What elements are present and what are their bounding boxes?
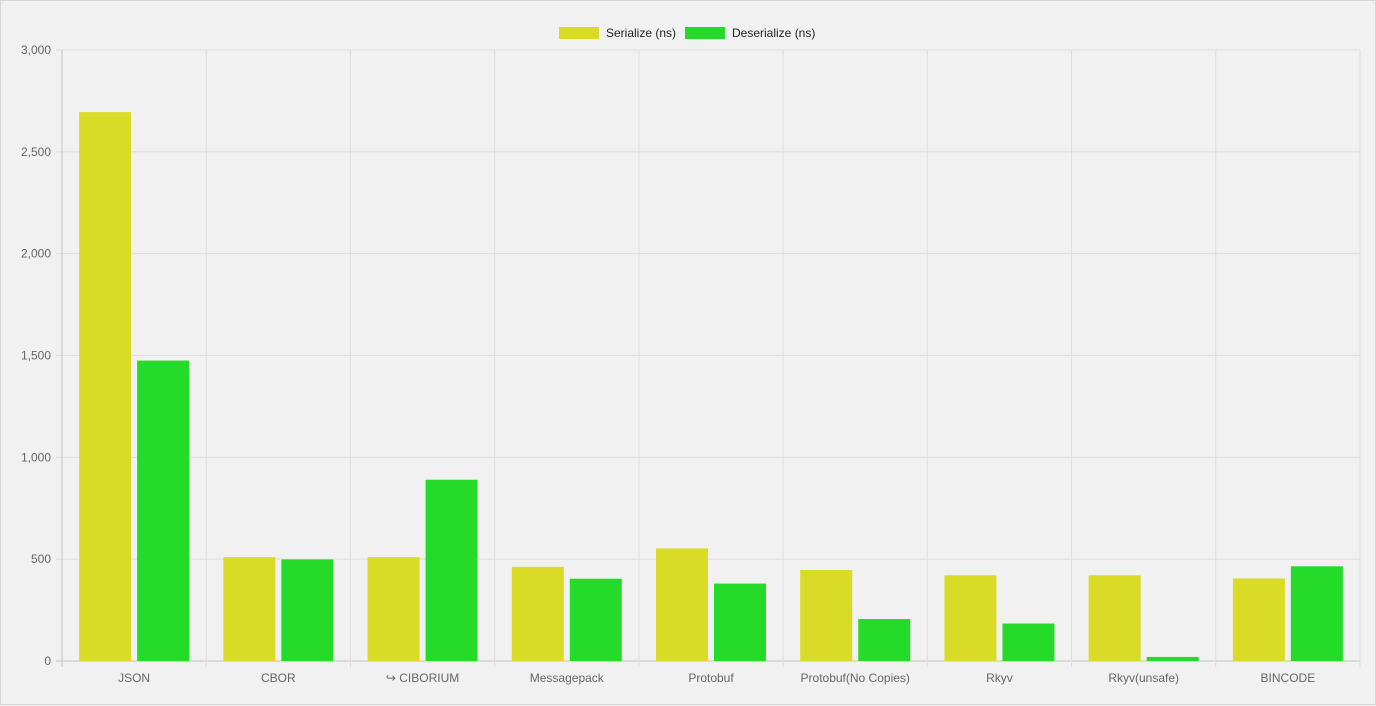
- x-tick-label: Messagepack: [530, 671, 605, 685]
- x-tick-label: CBOR: [261, 671, 296, 685]
- bar-serialize[interactable]: [367, 557, 420, 661]
- grid-lines: [56, 49, 1361, 667]
- legend-item[interactable]: Deserialize (ns): [685, 26, 815, 40]
- bar-serialize[interactable]: [1088, 575, 1141, 661]
- x-tick-label: ↪ CIBORIUM: [386, 671, 459, 685]
- legend-swatch: [685, 27, 725, 39]
- x-tick-label: Protobuf(No Copies): [801, 671, 910, 685]
- bar-deserialize[interactable]: [1002, 623, 1055, 661]
- y-tick-label: 1,000: [21, 450, 51, 464]
- x-tick-label: Protobuf: [688, 671, 734, 685]
- y-tick-label: 1,500: [21, 349, 51, 363]
- y-tick-label: 0: [44, 654, 51, 668]
- legend[interactable]: Serialize (ns) Deserialize (ns): [559, 26, 815, 40]
- x-tick-label: BINCODE: [1261, 671, 1316, 685]
- axes: 0 500 1,000 1,500 2,000 2,500 3,000 JSON CBOR ↪ C…: [21, 43, 1315, 685]
- legend-label: Deserialize (ns): [732, 26, 815, 40]
- bar-serialize[interactable]: [656, 548, 708, 661]
- legend-label: Serialize (ns): [606, 26, 676, 40]
- bars: [79, 112, 1343, 661]
- legend-swatch: [559, 27, 599, 39]
- bar-serialize[interactable]: [1232, 578, 1285, 661]
- bar-deserialize[interactable]: [1146, 656, 1199, 661]
- bar-deserialize[interactable]: [137, 360, 190, 661]
- bar-deserialize[interactable]: [714, 583, 766, 661]
- x-tick-label: JSON: [118, 671, 150, 685]
- bar-deserialize[interactable]: [858, 619, 911, 661]
- y-tick-label: 500: [31, 552, 51, 566]
- bar-serialize[interactable]: [223, 557, 276, 661]
- x-tick-label: Rkyv(unsafe): [1108, 671, 1179, 685]
- bar-serialize[interactable]: [800, 569, 853, 661]
- legend-item[interactable]: Serialize (ns): [559, 26, 676, 40]
- y-tick-label: 2,500: [21, 145, 51, 159]
- bar-deserialize[interactable]: [1290, 566, 1343, 661]
- bar-deserialize[interactable]: [281, 559, 334, 661]
- bar-deserialize[interactable]: [569, 578, 622, 661]
- bar-serialize[interactable]: [944, 575, 997, 661]
- bar-deserialize[interactable]: [425, 479, 478, 661]
- y-tick-label: 2,000: [21, 247, 51, 261]
- x-tick-label: Rkyv: [986, 671, 1013, 685]
- bar-serialize[interactable]: [511, 566, 564, 661]
- y-tick-label: 3,000: [21, 43, 51, 57]
- bar-serialize[interactable]: [79, 112, 132, 661]
